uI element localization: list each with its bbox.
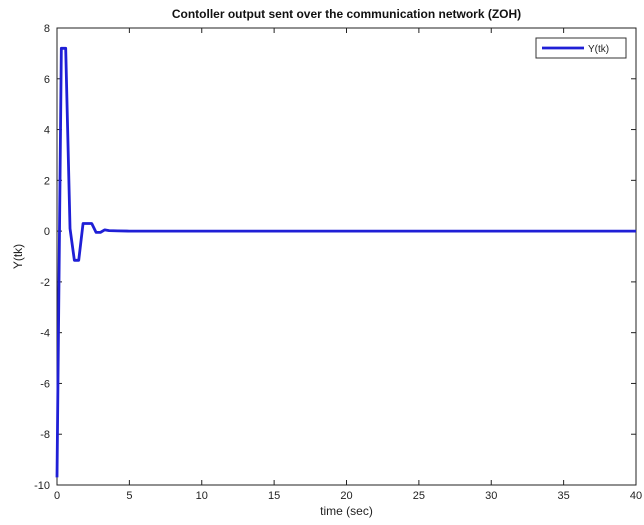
series-line (55, 46, 636, 478)
legend: Y(tk) (535, 37, 627, 59)
y-tick-label: -4 (40, 328, 50, 340)
y-axis-label: Y(tk) (11, 244, 25, 269)
y-tick-label: -6 (40, 378, 50, 390)
x-tick-label: 40 (630, 490, 642, 502)
y-tick-label: -8 (40, 429, 50, 441)
y-tick-label: 8 (44, 23, 50, 35)
chart-title: Contoller output sent over the communica… (172, 7, 521, 21)
x-tick-label: 20 (340, 490, 352, 502)
y-tick-label: -2 (40, 277, 50, 289)
x-tick-label: 25 (413, 490, 425, 502)
y-tick-label: 0 (44, 226, 50, 238)
x-axis-label: time (sec) (320, 504, 373, 518)
x-axis: 0 5 10 15 20 25 30 35 40 (54, 28, 642, 502)
legend-label: Y(tk) (588, 44, 609, 55)
y-tick-label: 4 (44, 125, 50, 137)
x-tick-label: 10 (196, 490, 208, 502)
y-tick-label: 6 (44, 74, 50, 86)
x-tick-label: 0 (54, 490, 60, 502)
x-tick-label: 15 (268, 490, 280, 502)
x-tick-label: 30 (485, 490, 497, 502)
x-tick-label: 5 (126, 490, 132, 502)
y-tick-label: -10 (34, 480, 50, 492)
y-tick-label: 2 (44, 175, 50, 187)
x-tick-label: 35 (558, 490, 570, 502)
y-axis: -10 -8 -6 -4 -2 0 2 4 6 8 (34, 23, 636, 492)
